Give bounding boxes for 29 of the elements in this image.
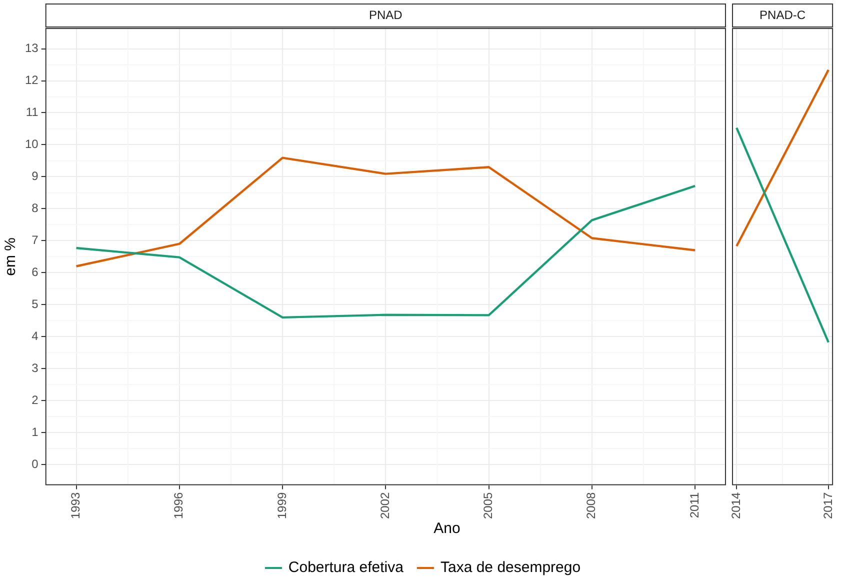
y-tick-label: 1 xyxy=(32,424,39,439)
x-axis-title: Ano xyxy=(432,520,462,537)
x-tick-label: 2002 xyxy=(378,492,392,520)
y-tick-label: 3 xyxy=(32,360,39,375)
y-tick-label: 9 xyxy=(32,169,39,184)
x-tick-label: 1993 xyxy=(68,492,83,520)
y-tick-label: 8 xyxy=(32,200,39,215)
y-tick-label: 13 xyxy=(24,41,39,56)
x-tick-label: 2011 xyxy=(687,492,702,518)
x-tick-label: 2014 xyxy=(728,492,743,520)
y-tick-label: 5 xyxy=(32,296,39,311)
x-tick-label: 2008 xyxy=(584,492,598,520)
y-tick-label: 10 xyxy=(24,137,39,152)
y-tick-label: 4 xyxy=(32,328,39,343)
y-axis-title: em % xyxy=(2,237,20,276)
x-tick-label: 1999 xyxy=(274,492,289,520)
y-tick-label: 6 xyxy=(32,264,39,279)
legend-label: Cobertura efetiva xyxy=(288,559,404,576)
x-tick-label: 2005 xyxy=(481,492,496,520)
chart-title: PNAD xyxy=(369,8,403,22)
y-tick-label: 7 xyxy=(32,232,39,247)
x-tick-label: 2017 xyxy=(820,492,835,520)
x-tick-label: 1996 xyxy=(172,492,186,520)
y-tick-label: 0 xyxy=(32,456,39,471)
chart-title: PNAD-C xyxy=(760,8,806,22)
y-tick-label: 11 xyxy=(26,105,39,120)
legend-label: Taxa de desemprego xyxy=(440,559,581,576)
y-tick-label: 2 xyxy=(32,392,39,407)
y-tick-label: 12 xyxy=(24,73,39,88)
